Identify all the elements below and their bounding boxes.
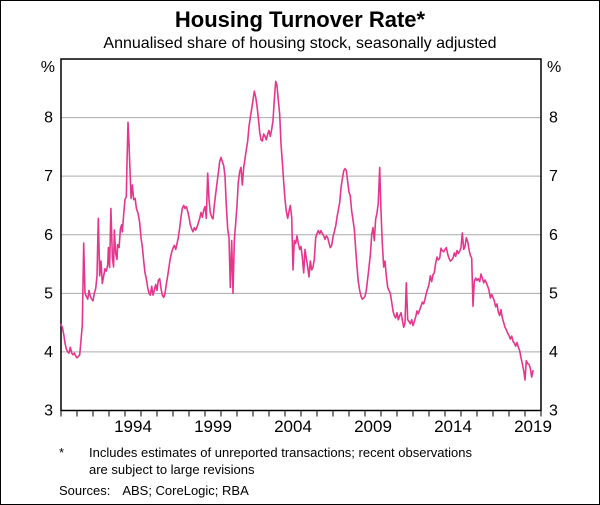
x-axis-label: 2004 <box>274 417 312 436</box>
x-axis-label: 1999 <box>194 417 232 436</box>
footnote-text: Includes estimates of unreported transac… <box>89 444 472 478</box>
y-axis-label-left: 6 <box>44 227 53 244</box>
footnote: * Includes estimates of unreported trans… <box>59 444 549 478</box>
y-axis-label-left: 4 <box>44 344 53 361</box>
y-axis-unit-right: % <box>547 59 561 76</box>
y-axis-label-right: 4 <box>549 344 558 361</box>
y-axis-label-right: 6 <box>549 227 558 244</box>
sources-text: ABS; CoreLogic; RBA <box>122 483 249 498</box>
x-axis-label: 1994 <box>114 417 152 436</box>
y-axis-unit-left: % <box>41 59 55 76</box>
x-axis-label: 2009 <box>354 417 392 436</box>
y-axis-label-left: 5 <box>44 285 53 302</box>
sources-label: Sources: <box>59 483 111 498</box>
sources-line: Sources: ABS; CoreLogic; RBA <box>59 482 549 499</box>
y-axis-label-left: 7 <box>44 168 53 185</box>
x-axis-label: 2014 <box>434 417 472 436</box>
y-axis-label-right: 7 <box>549 168 558 185</box>
y-axis-label-right: 5 <box>549 285 558 302</box>
y-axis-label-left: 3 <box>44 403 53 420</box>
footnote-marker: * <box>59 445 65 460</box>
turnover-rate-line <box>60 80 534 381</box>
y-axis-label-left: 8 <box>44 110 53 127</box>
y-axis-label-right: 8 <box>549 110 558 127</box>
chart-title: Housing Turnover Rate* <box>174 7 426 32</box>
x-axis-label: 2019 <box>514 417 552 436</box>
footnote-line-1: Includes estimates of unreported transac… <box>89 445 472 460</box>
footnote-line-2: are subject to large revisions <box>89 462 255 477</box>
chart-subtitle: Annualised share of housing stock, seaso… <box>103 35 497 52</box>
y-axis-label-right: 3 <box>549 403 558 420</box>
